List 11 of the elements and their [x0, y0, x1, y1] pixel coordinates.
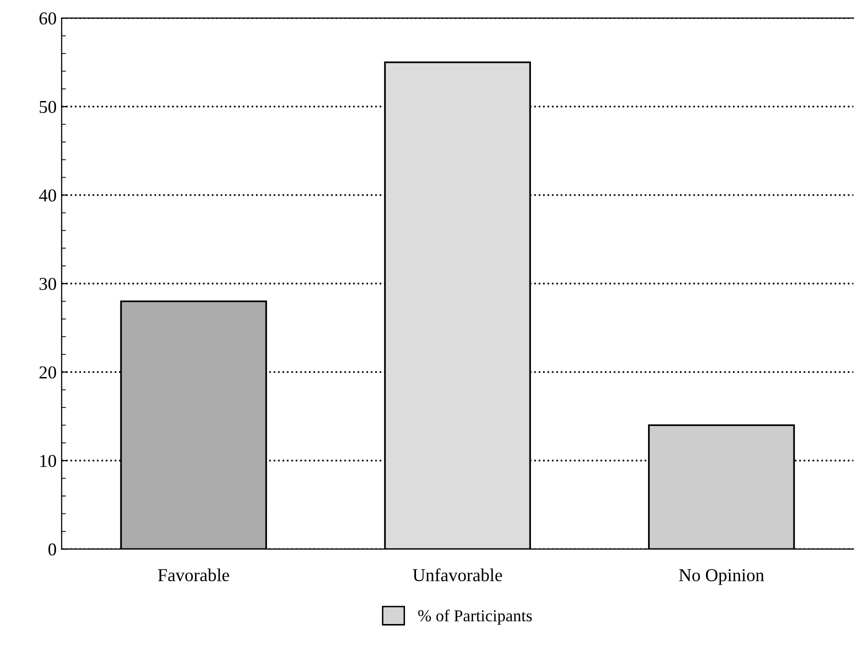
- y-tick-label: 30: [40, 278, 56, 290]
- y-tick-label: 10: [40, 454, 56, 468]
- x-tick-label: Favorable: [158, 568, 230, 582]
- x-tick-label: No Opinion: [679, 569, 764, 585]
- x-tick-label: Unfavorable: [412, 568, 502, 582]
- y-tick-label: 60: [39, 12, 56, 25]
- y-tick-label: 20: [40, 366, 56, 379]
- y-tick-label: 50: [40, 100, 56, 114]
- y-tick-label: 0: [48, 543, 56, 556]
- legend-label: % of Participants: [418, 610, 532, 625]
- y-tick-label: 40: [39, 189, 56, 202]
